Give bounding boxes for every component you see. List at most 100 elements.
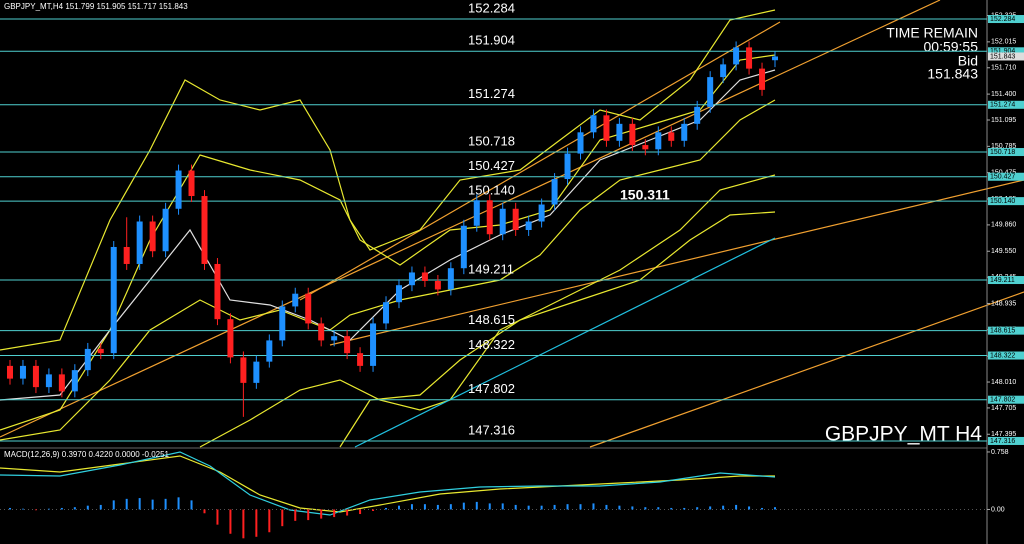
trend-line — [299, 21, 781, 301]
candle-body — [240, 357, 247, 383]
macd-bar — [138, 498, 141, 510]
macd-bar — [229, 509, 232, 534]
y2-tick-label: 0.00 — [991, 506, 1005, 513]
time-remain: 00:59:55 — [924, 39, 979, 55]
macd-bar — [540, 505, 543, 510]
macd-bar — [125, 498, 128, 510]
y-tick-label: 148.010 — [991, 379, 1016, 386]
candle-body — [499, 208, 506, 235]
candle-body — [162, 208, 169, 252]
macd-bar — [73, 507, 76, 510]
trend-line — [329, 179, 1024, 346]
y-tick-label: 148.935 — [991, 300, 1016, 307]
candle-body — [447, 268, 454, 290]
candle-body — [318, 323, 325, 341]
macd-bar — [670, 507, 673, 510]
macd-bar — [294, 509, 297, 521]
level-axis-box — [988, 276, 1024, 285]
macd-bar — [255, 509, 258, 537]
annotation: 150.311 — [620, 186, 670, 202]
macd-bar — [268, 509, 271, 533]
candle-body — [759, 68, 766, 90]
macd-bar — [151, 499, 154, 510]
candle-body — [123, 246, 130, 264]
candle-body — [772, 56, 778, 61]
level-label: 150.427 — [468, 158, 515, 173]
candle-body — [408, 272, 415, 286]
bid: 151.843 — [927, 66, 978, 82]
candle-body — [370, 323, 377, 366]
candle-body — [149, 221, 156, 252]
y-tick-label: 152.015 — [991, 39, 1016, 46]
level-axis-box — [988, 351, 1024, 360]
macd-bar — [164, 498, 167, 510]
macd-bar — [579, 504, 582, 510]
macd-bar — [34, 509, 37, 511]
macd-bar — [449, 504, 452, 510]
bid-axis-box — [988, 52, 1024, 61]
macd-bar — [320, 509, 323, 519]
macd-bar — [527, 505, 530, 510]
level-label: 149.211 — [468, 261, 514, 276]
macd-header: MACD(12,26,9) 0.3970 0.4220 0.0000 -0.02… — [4, 450, 170, 459]
bid-label: Bid — [958, 53, 978, 69]
header: GBPJPY_MT,H4 151.799 151.905 151.717 151… — [4, 2, 188, 11]
macd-bar — [436, 504, 439, 510]
candle-body — [84, 348, 91, 371]
macd-bar — [514, 504, 517, 510]
macd-bar — [216, 509, 219, 525]
macd-bar — [761, 507, 764, 510]
candle-body — [7, 365, 13, 379]
band-line — [0, 54, 776, 431]
level-label: 150.140 — [468, 183, 515, 198]
level-label: 151.904 — [468, 33, 515, 48]
level-label: 150.718 — [468, 133, 515, 148]
candle-body — [357, 353, 364, 366]
candle-body — [71, 370, 78, 392]
candle-body — [175, 170, 182, 209]
y2-tick-label: 0.758 — [991, 449, 1009, 456]
candle-body — [279, 306, 286, 341]
macd-bar — [553, 504, 556, 510]
level-axis-box — [988, 197, 1024, 206]
candle-body — [486, 200, 493, 235]
macd-bar — [359, 509, 362, 515]
macd-bar — [592, 503, 595, 510]
macd-bar — [9, 507, 11, 510]
level-label: 147.316 — [468, 422, 515, 437]
watermark: GBPJPY_MT H4 — [825, 423, 982, 446]
y-tick-label: 149.550 — [991, 248, 1016, 255]
level-axis-box — [988, 100, 1024, 109]
y-tick-label: 147.705 — [991, 405, 1016, 412]
macd-bar — [605, 504, 608, 510]
y-tick-label: 151.710 — [991, 65, 1016, 72]
macd-bar — [501, 503, 504, 510]
level-axis-label: 151.274 — [990, 102, 1015, 109]
macd-bar — [372, 509, 375, 511]
level-axis-label: 150.718 — [990, 149, 1015, 156]
macd-bar — [333, 509, 336, 518]
candle-body — [227, 319, 234, 358]
candle-body — [746, 47, 753, 69]
y-tick-label: 151.095 — [991, 117, 1016, 124]
level-axis-label: 152.284 — [990, 16, 1015, 23]
macd-bar — [566, 504, 569, 510]
candle-body — [525, 221, 532, 230]
candle-body — [214, 263, 221, 320]
macd-bar — [683, 507, 686, 510]
candle-body — [45, 374, 52, 388]
macd-bar — [618, 505, 621, 510]
macd-bar — [385, 507, 388, 510]
candle-body — [58, 374, 65, 392]
trend-line — [0, 0, 941, 438]
macd-bar — [281, 509, 284, 527]
macd-bar — [774, 507, 776, 510]
candle-body — [473, 200, 480, 226]
macd-bar — [696, 507, 699, 510]
macd-bar — [112, 500, 115, 510]
macd-bar — [60, 507, 63, 510]
candle-body — [603, 115, 610, 141]
level-axis-label: 150.427 — [990, 174, 1015, 181]
candle-body — [97, 348, 104, 354]
